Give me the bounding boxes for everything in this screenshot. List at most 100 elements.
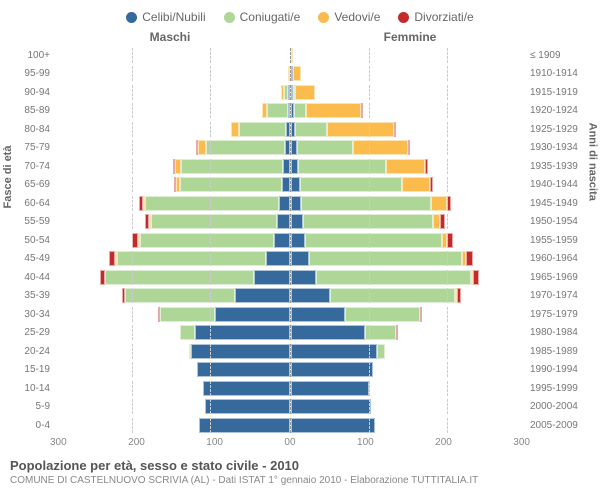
age-label: 10-14 bbox=[10, 383, 54, 394]
bar-segment bbox=[239, 122, 286, 137]
bar-segment bbox=[151, 214, 277, 229]
male-bar bbox=[54, 85, 290, 100]
age-label: 50-54 bbox=[10, 235, 54, 246]
male-bar bbox=[54, 196, 290, 211]
legend-item: Coniugati/e bbox=[224, 10, 301, 24]
male-bar bbox=[54, 288, 290, 303]
male-bar bbox=[54, 362, 290, 377]
female-bar bbox=[290, 66, 527, 81]
age-row: 5-92000-2004 bbox=[10, 398, 590, 417]
bar-segment bbox=[191, 344, 289, 359]
bar-segment bbox=[295, 122, 326, 137]
bar-segment bbox=[306, 103, 361, 118]
age-label: 0-4 bbox=[10, 420, 54, 431]
bar-segment bbox=[181, 159, 283, 174]
male-bar bbox=[54, 214, 290, 229]
bar-segment bbox=[231, 122, 239, 137]
bar-segment bbox=[235, 288, 290, 303]
female-bar bbox=[290, 381, 527, 396]
age-row: 50-541955-1959 bbox=[10, 231, 590, 250]
pyramid-chart: Fasce di età Anni di nascita 100+≤ 19099… bbox=[10, 46, 590, 435]
age-row: 60-641945-1949 bbox=[10, 194, 590, 213]
year-label: ≤ 1909 bbox=[526, 50, 590, 61]
bar-segment bbox=[282, 177, 290, 192]
bar-segment bbox=[386, 159, 425, 174]
bar-segment bbox=[140, 233, 273, 248]
female-bar bbox=[290, 48, 527, 63]
age-label: 45-49 bbox=[10, 253, 54, 264]
year-label: 1965-1969 bbox=[526, 272, 590, 283]
male-bar bbox=[54, 270, 290, 285]
year-label: 1915-1919 bbox=[526, 87, 590, 98]
age-row: 25-291980-1984 bbox=[10, 324, 590, 343]
age-label: 95-99 bbox=[10, 68, 54, 79]
male-bar bbox=[54, 159, 290, 174]
bar-segment bbox=[291, 307, 346, 322]
age-row: 45-491960-1964 bbox=[10, 250, 590, 269]
bar-segment bbox=[279, 196, 290, 211]
bar-segment bbox=[180, 177, 282, 192]
male-bar bbox=[54, 177, 290, 192]
year-label: 1985-1989 bbox=[526, 346, 590, 357]
age-row: 65-691940-1944 bbox=[10, 176, 590, 195]
female-bar bbox=[290, 214, 527, 229]
legend-dot bbox=[398, 12, 409, 23]
male-bar bbox=[54, 122, 290, 137]
female-bar bbox=[290, 196, 527, 211]
male-bar bbox=[54, 251, 290, 266]
male-bar bbox=[54, 233, 290, 248]
bar-segment bbox=[206, 140, 284, 155]
legend-label: Coniugati/e bbox=[240, 10, 301, 24]
male-bar bbox=[54, 381, 290, 396]
age-label: 35-39 bbox=[10, 290, 54, 301]
legend-dot bbox=[224, 12, 235, 23]
bar-segment bbox=[266, 251, 290, 266]
age-row: 70-741935-1939 bbox=[10, 157, 590, 176]
female-bar bbox=[290, 122, 527, 137]
female-bar bbox=[290, 418, 527, 433]
header-female: Femmine bbox=[290, 30, 530, 44]
bar-segment bbox=[394, 122, 396, 137]
bar-segment bbox=[293, 66, 302, 81]
bar-segment bbox=[199, 418, 289, 433]
bar-segment bbox=[408, 140, 410, 155]
year-label: 1935-1939 bbox=[526, 161, 590, 172]
female-bar bbox=[290, 399, 527, 414]
age-label: 55-59 bbox=[10, 216, 54, 227]
chart-title: Popolazione per età, sesso e stato civil… bbox=[10, 458, 590, 473]
bar-segment bbox=[402, 177, 430, 192]
age-row: 40-441965-1969 bbox=[10, 268, 590, 287]
bar-segment bbox=[277, 214, 290, 229]
bar-segment bbox=[291, 418, 376, 433]
bar-segment bbox=[425, 159, 427, 174]
female-bar bbox=[290, 344, 527, 359]
female-bar bbox=[290, 251, 527, 266]
gender-headers: Maschi Femmine bbox=[10, 30, 590, 44]
bar-segment bbox=[160, 307, 215, 322]
female-bar bbox=[290, 177, 527, 192]
bar-segment bbox=[353, 140, 408, 155]
bar-segment bbox=[291, 362, 373, 377]
x-tick: 100 bbox=[206, 437, 223, 448]
bar-segment bbox=[117, 251, 266, 266]
bar-segment bbox=[291, 270, 316, 285]
bar-segment bbox=[466, 251, 474, 266]
year-label: 1990-1994 bbox=[526, 364, 590, 375]
year-label: 1910-1914 bbox=[526, 68, 590, 79]
header-male: Maschi bbox=[50, 30, 290, 44]
legend-item: Celibi/Nubili bbox=[126, 10, 205, 24]
age-row: 20-24 1985-1989 bbox=[10, 342, 590, 361]
female-bar bbox=[290, 362, 527, 377]
bar-segment bbox=[300, 177, 402, 192]
year-label: 2000-2004 bbox=[526, 401, 590, 412]
age-label: 20-24 bbox=[10, 346, 54, 357]
bar-segment bbox=[291, 214, 304, 229]
year-label: 1975-1979 bbox=[526, 309, 590, 320]
age-label: 65-69 bbox=[10, 179, 54, 190]
female-bar bbox=[290, 270, 527, 285]
bar-segment bbox=[180, 325, 196, 340]
bar-segment bbox=[330, 288, 456, 303]
bar-segment bbox=[361, 103, 363, 118]
age-row: 100+≤ 1909 bbox=[10, 46, 590, 65]
female-bar bbox=[290, 325, 527, 340]
